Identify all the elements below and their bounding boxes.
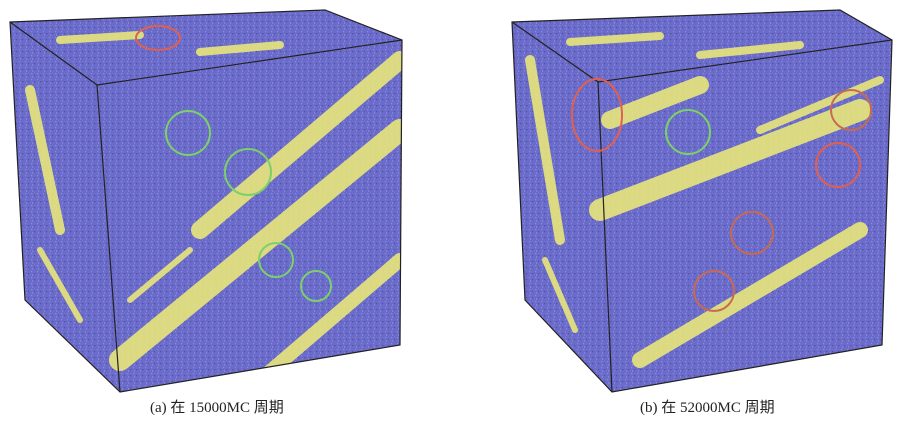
streak [60,35,140,40]
page: {"panels": [{"caption": "(a) 在 15000MC 周… [0,0,906,423]
body: (a) 在 15000MC 周期 (b) 在 52000MC 周期 (() =>… [0,0,906,423]
caption: (a) 在 15000MC 周期 [150,399,284,416]
cube-b: (b) 在 52000MC 周期 [512,10,892,416]
cube-body [10,10,402,392]
caption: (b) 在 52000MC 周期 [640,399,775,416]
figure: (a) 在 15000MC 周期 (b) 在 52000MC 周期 [0,0,906,423]
cube-a: (a) 在 15000MC 周期 [10,10,402,416]
